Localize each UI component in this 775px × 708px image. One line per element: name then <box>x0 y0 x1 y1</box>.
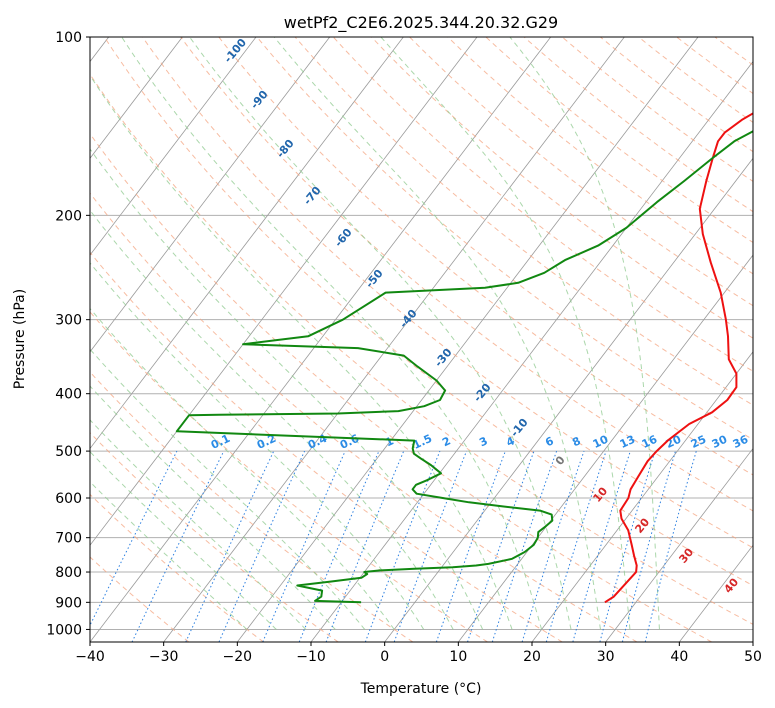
dry-adiabat <box>90 192 638 642</box>
dry-adiabat <box>90 556 190 642</box>
isotherm-line <box>605 447 753 642</box>
mixing-ratio-line <box>521 450 585 642</box>
x-tick-label: 30 <box>597 649 615 665</box>
moist-adiabat <box>380 37 631 630</box>
dry-adiabat <box>409 37 753 307</box>
mixing-ratio-line <box>467 450 535 642</box>
mixing-ratio-line <box>298 450 380 642</box>
dry-adiabat <box>90 251 563 642</box>
moist-adiabat <box>90 148 484 630</box>
axes: −40 −30 −20 −10 0 10 20 30 40 50 1000 900 800 700 600 5… <box>46 30 762 665</box>
dry-adiabat <box>90 431 339 642</box>
mixing-ratio-line <box>572 450 631 642</box>
y-tick-label: 1000 <box>46 622 82 638</box>
y-tick-label: 300 <box>55 313 82 329</box>
mixing-ratio-line <box>90 450 178 627</box>
moist-adiabat <box>273 37 601 630</box>
x-tick-label: −30 <box>149 649 179 665</box>
x-tick-label: 0 <box>380 649 389 665</box>
y-tick-label: 700 <box>55 531 82 547</box>
mixing-ratio-label: 30 <box>710 433 730 451</box>
dry-adiabat <box>256 37 753 441</box>
mixing-ratio-line <box>599 450 656 642</box>
isotherm-line <box>90 37 257 256</box>
y-tick-label: 600 <box>55 491 82 507</box>
dry-adiabat <box>90 371 414 642</box>
isotherm-line <box>90 37 183 159</box>
mixing-ratio-label: 20 <box>664 433 684 451</box>
plot-frame <box>89 36 754 643</box>
mixing-ratio-line <box>262 450 346 642</box>
isotherm-line <box>237 37 699 642</box>
chart-title: wetPf2_C2E6.2025.344.20.32.G29 <box>284 13 558 33</box>
mixing-ratio-line <box>545 450 607 642</box>
mixing-ratio-label: 16 <box>640 433 660 451</box>
mixing-ratio-line <box>621 450 676 642</box>
moist-adiabat <box>90 262 425 630</box>
moist-adiabat <box>90 307 395 630</box>
isotherm-line <box>90 37 331 353</box>
y-tick-label: 900 <box>55 595 82 611</box>
dry-adiabat <box>103 37 753 587</box>
x-tick-label: 50 <box>744 649 762 665</box>
y-tick-label: 500 <box>55 444 82 460</box>
y-tick-label: 100 <box>55 30 82 46</box>
x-tick-label: 10 <box>449 649 467 665</box>
moist-adiabat <box>90 348 366 630</box>
x-axis-label: Temperature (°C) <box>360 681 482 697</box>
isotherm-line <box>163 37 625 642</box>
mixing-ratio-line <box>491 450 558 642</box>
moist-adiabat <box>121 37 543 630</box>
mixing-ratio-line <box>644 450 697 642</box>
dry-adiabat <box>180 37 753 512</box>
y-tick-label: 200 <box>55 208 82 224</box>
temperature-line <box>604 112 753 604</box>
mixing-ratio-label: 36 <box>731 433 751 451</box>
moist-adiabat <box>90 209 454 630</box>
y-tick-label: 800 <box>55 565 82 581</box>
mixing-ratio-line <box>325 450 405 642</box>
dry-adiabat <box>90 132 712 642</box>
moist-adiabat <box>90 385 336 630</box>
isotherm-line <box>531 351 753 642</box>
dry-adiabat <box>142 37 753 549</box>
dry-adiabat <box>332 37 753 372</box>
dry-adiabat <box>90 311 488 642</box>
dewpoint-line <box>175 130 753 604</box>
mixing-ratio-line <box>393 450 467 642</box>
moist-adiabat <box>509 37 660 630</box>
isotherm-line <box>90 37 552 642</box>
mixing-ratio-label: 13 <box>618 433 637 451</box>
mixing-ratio-line <box>218 450 306 642</box>
grid-lines <box>90 37 753 642</box>
x-tick-label: 20 <box>523 649 541 665</box>
mixing-ratio-line <box>364 450 441 642</box>
x-tick-label: −40 <box>75 649 105 665</box>
mixing-ratio-label: 10 <box>591 433 611 451</box>
y-axis-label: Pressure (hPa) <box>12 289 28 389</box>
x-tick-label: −20 <box>223 649 253 665</box>
isotherm-line <box>384 157 753 642</box>
x-tick-label: 40 <box>670 649 688 665</box>
isotherm-line <box>90 37 404 450</box>
isotherm-line <box>90 37 478 546</box>
mixing-ratio-line <box>435 450 506 642</box>
y-tick-label: 400 <box>55 387 82 403</box>
x-tick-label: −10 <box>296 649 326 665</box>
mixing-ratio-label: 25 <box>689 433 708 451</box>
profile-lines <box>175 112 753 604</box>
